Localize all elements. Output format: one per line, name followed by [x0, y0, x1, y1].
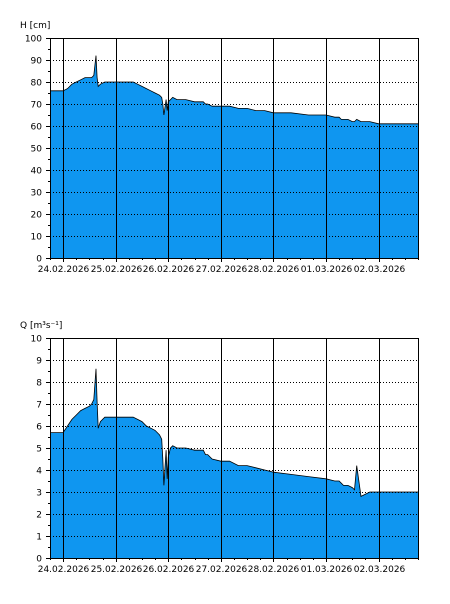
y-tick-label: 8: [36, 379, 42, 389]
y-tick-label: 0: [36, 555, 42, 565]
y-axis: 0 1 2 3 4 5 6 7 8 9 10: [31, 335, 50, 565]
y-tick-label: 20: [31, 211, 43, 221]
x-tick-label: 28.02.2026: [248, 265, 300, 275]
x-tick-label: 26.02.2026: [143, 265, 195, 275]
x-tick-label: 27.02.2026: [196, 265, 248, 275]
series-line: [50, 368, 418, 498]
y-tick-label: 80: [31, 79, 43, 89]
series-area: [50, 55, 418, 258]
plot-area: [50, 38, 418, 258]
y-tick-label: 5: [36, 445, 42, 455]
x-tick-label: 26.02.2026: [143, 565, 195, 575]
x-tick-label: 25.02.2026: [91, 265, 143, 275]
x-axis: 24.02.2026 25.02.2026 26.02.2026 27.02.2026…: [38, 258, 419, 275]
y-axis-title: Q [m³s⁻¹]: [20, 321, 62, 331]
y-tick-label: 10: [31, 233, 43, 243]
y-tick-label: 3: [36, 489, 42, 499]
y-axis-title: H [cm]: [20, 21, 50, 31]
y-tick-label: 10: [31, 335, 43, 345]
x-tick-label: 25.02.2026: [91, 565, 143, 575]
x-axis: 24.02.2026 25.02.2026 26.02.2026 27.02.2026…: [38, 558, 419, 575]
y-tick-label: 4: [36, 467, 42, 477]
y-tick-label: 60: [31, 123, 43, 133]
plot-area: [50, 338, 418, 558]
y-axis: 0 10 20 30 40 50 60 70 80 90 100: [25, 35, 50, 265]
y-tick-label: 40: [31, 167, 43, 177]
x-tick-label: 02.03.2026: [354, 565, 406, 575]
series-line: [50, 55, 418, 125]
x-tick-label: 24.02.2026: [38, 265, 90, 275]
x-tick-label: 01.03.2026: [301, 265, 353, 275]
discharge-chart-svg: 0 1 2 3 4 5 6 7 8 9 10 Q [m³s⁻¹] 24.02.2026 25.02.202…: [20, 321, 419, 575]
discharge-chart: 0 1 2 3 4 5 6 7 8 9 10 Q [m³s⁻¹] 24.02.2026 25.02.202…: [0, 300, 450, 600]
water-level-chart-svg: 0 10 20 30 40 50 60 70 80 90 100 H [cm] 24.02.2026 25…: [20, 21, 419, 275]
y-tick-label: 70: [31, 101, 43, 111]
x-tick-label: 24.02.2026: [38, 565, 90, 575]
water-level-chart: 0 10 20 30 40 50 60 70 80 90 100 H [cm] 24.02.2026 25…: [0, 0, 450, 300]
y-tick-label: 1: [36, 533, 42, 543]
x-tick-label: 28.02.2026: [248, 565, 300, 575]
x-tick-label: 27.02.2026: [196, 565, 248, 575]
y-tick-label: 100: [25, 35, 42, 45]
y-tick-label: 2: [36, 511, 42, 521]
x-tick-label: 02.03.2026: [354, 265, 406, 275]
y-tick-label: 90: [31, 57, 43, 67]
y-tick-label: 0: [36, 255, 42, 265]
x-tick-label: 01.03.2026: [301, 565, 353, 575]
y-tick-label: 7: [36, 401, 42, 411]
y-tick-label: 30: [31, 189, 43, 199]
y-tick-label: 50: [31, 145, 43, 155]
y-tick-label: 9: [36, 357, 42, 367]
y-tick-label: 6: [36, 423, 42, 433]
